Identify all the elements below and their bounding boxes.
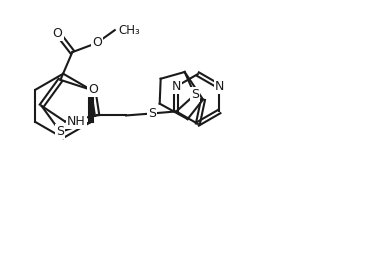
Text: CH₃: CH₃ <box>118 24 140 37</box>
Text: O: O <box>88 83 98 96</box>
Text: NH: NH <box>67 115 86 128</box>
Text: N: N <box>215 80 224 93</box>
Text: O: O <box>53 27 63 40</box>
Text: N: N <box>171 80 181 93</box>
Text: S: S <box>148 107 156 120</box>
Text: S: S <box>57 125 65 138</box>
Text: O: O <box>92 36 102 49</box>
Text: S: S <box>191 88 199 101</box>
